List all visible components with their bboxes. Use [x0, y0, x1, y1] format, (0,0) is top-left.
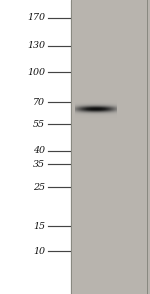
Text: 55: 55 — [33, 120, 45, 128]
Text: 15: 15 — [33, 222, 45, 231]
Text: 35: 35 — [33, 160, 45, 168]
Bar — [70, 0, 150, 294]
Text: 25: 25 — [33, 183, 45, 192]
Text: 70: 70 — [33, 98, 45, 107]
Text: 100: 100 — [27, 68, 45, 76]
Text: 40: 40 — [33, 146, 45, 155]
Text: 130: 130 — [27, 41, 45, 50]
Text: 170: 170 — [27, 13, 45, 22]
Bar — [0, 0, 70, 294]
Text: 10: 10 — [33, 247, 45, 256]
